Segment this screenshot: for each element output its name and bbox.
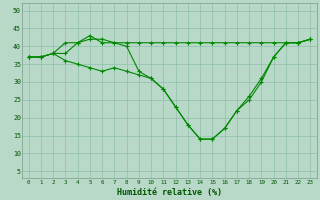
X-axis label: Humidité relative (%): Humidité relative (%) — [117, 188, 222, 197]
